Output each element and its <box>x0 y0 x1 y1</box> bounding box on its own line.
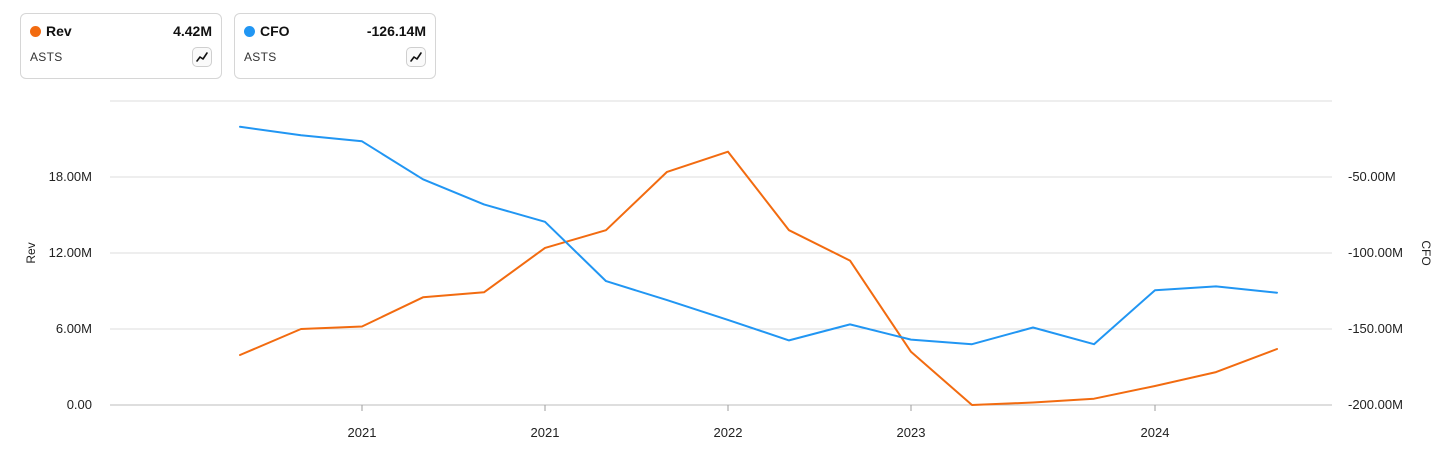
y-right-axis-title: CFO <box>1419 240 1433 265</box>
legend-card-rev[interactable]: Rev 4.42M ASTS <box>20 13 222 79</box>
series-line-rev <box>239 150 1278 406</box>
y-left-tick-label: 6.00M <box>56 321 92 336</box>
x-tick-label: 2022 <box>714 425 743 440</box>
legend-series-name: CFO <box>260 23 290 39</box>
y-left-tick-label: 0.00 <box>67 397 92 412</box>
legend-ticker: ASTS <box>30 50 63 64</box>
cfo-color-dot <box>244 26 255 37</box>
y-left-tick-label: 12.00M <box>49 245 92 260</box>
y-right-tick-label: -50.00M <box>1348 169 1396 184</box>
x-tick-label: 2021 <box>531 425 560 440</box>
sparkline-icon <box>196 52 208 62</box>
series-line-cfo <box>239 125 1278 346</box>
legend-series-value: 4.42M <box>173 23 212 39</box>
rev-color-dot <box>30 26 41 37</box>
x-tick-label: 2023 <box>897 425 926 440</box>
sparkline-toggle-button[interactable] <box>192 47 212 67</box>
y-left-tick-label: 18.00M <box>49 169 92 184</box>
y-right-tick-label: -150.00M <box>1348 321 1403 336</box>
sparkline-toggle-button[interactable] <box>406 47 426 67</box>
x-tick-label: 2021 <box>348 425 377 440</box>
y-right-tick-label: -100.00M <box>1348 245 1403 260</box>
y-right-tick-label: -200.00M <box>1348 397 1403 412</box>
legend-series-name: Rev <box>46 23 72 39</box>
y-left-axis-title: Rev <box>24 242 38 263</box>
x-tick-label: 2024 <box>1141 425 1170 440</box>
legend-series-value: -126.14M <box>366 23 426 39</box>
legend-ticker: ASTS <box>244 50 277 64</box>
legend-card-cfo[interactable]: CFO -126.14M ASTS <box>234 13 436 79</box>
sparkline-icon <box>410 52 422 62</box>
